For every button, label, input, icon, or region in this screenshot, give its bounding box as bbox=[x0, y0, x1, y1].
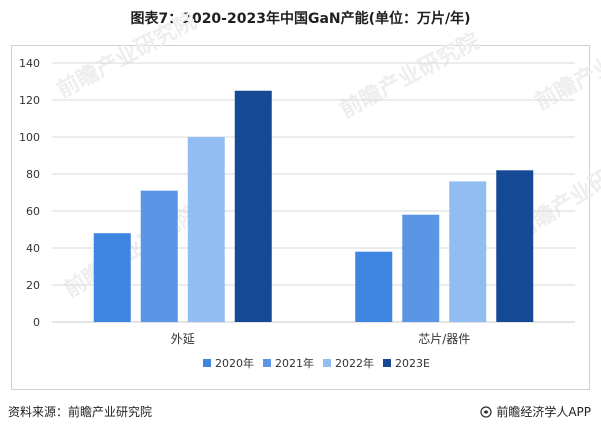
y-tick-label: 0 bbox=[33, 316, 40, 329]
y-tick-label: 20 bbox=[26, 279, 40, 292]
y-tick-label: 140 bbox=[19, 57, 40, 70]
watermark-text: 前瞻产业研究院 bbox=[531, 20, 601, 115]
source-note: 资料来源：前瞻产业研究院 bbox=[8, 405, 153, 419]
legend-label: 2022年 bbox=[335, 356, 374, 370]
watermark-text: 前瞻产业研究院 bbox=[59, 199, 203, 303]
legend-label: 2023E bbox=[395, 357, 430, 370]
legend-swatch bbox=[203, 359, 211, 367]
bar bbox=[449, 181, 487, 322]
bar bbox=[496, 170, 534, 322]
x-category-label: 芯片/器件 bbox=[418, 332, 470, 346]
y-tick-label: 120 bbox=[19, 94, 40, 107]
y-tick-label: 80 bbox=[26, 168, 40, 181]
bar bbox=[234, 90, 272, 322]
y-tick-label: 40 bbox=[26, 242, 40, 255]
watermark-text: 前瞻产业研究院 bbox=[53, 8, 201, 103]
brand-credit: 前瞻经济学人APP bbox=[480, 403, 591, 420]
legend-swatch bbox=[323, 359, 331, 367]
chart-title: 图表7：2020-2023年中国GaN产能(单位：万片/年) bbox=[130, 11, 471, 27]
brand-name: 前瞻经济学人APP bbox=[496, 405, 591, 419]
legend-label: 2021年 bbox=[275, 356, 314, 370]
bar bbox=[187, 137, 225, 322]
chart-frame bbox=[11, 45, 590, 390]
bar bbox=[355, 251, 393, 322]
watermark-text: 前瞻产业研究院 bbox=[336, 28, 484, 123]
legend-swatch bbox=[263, 359, 271, 367]
qianzhan-logo-icon bbox=[480, 405, 492, 418]
bar bbox=[93, 233, 131, 322]
bar bbox=[402, 214, 440, 322]
y-tick-label: 100 bbox=[19, 131, 40, 144]
legend-label: 2020年 bbox=[215, 356, 254, 370]
x-category-label: 外延 bbox=[171, 332, 195, 346]
y-tick-label: 60 bbox=[26, 205, 40, 218]
legend-swatch bbox=[383, 359, 391, 367]
bar bbox=[140, 190, 178, 322]
